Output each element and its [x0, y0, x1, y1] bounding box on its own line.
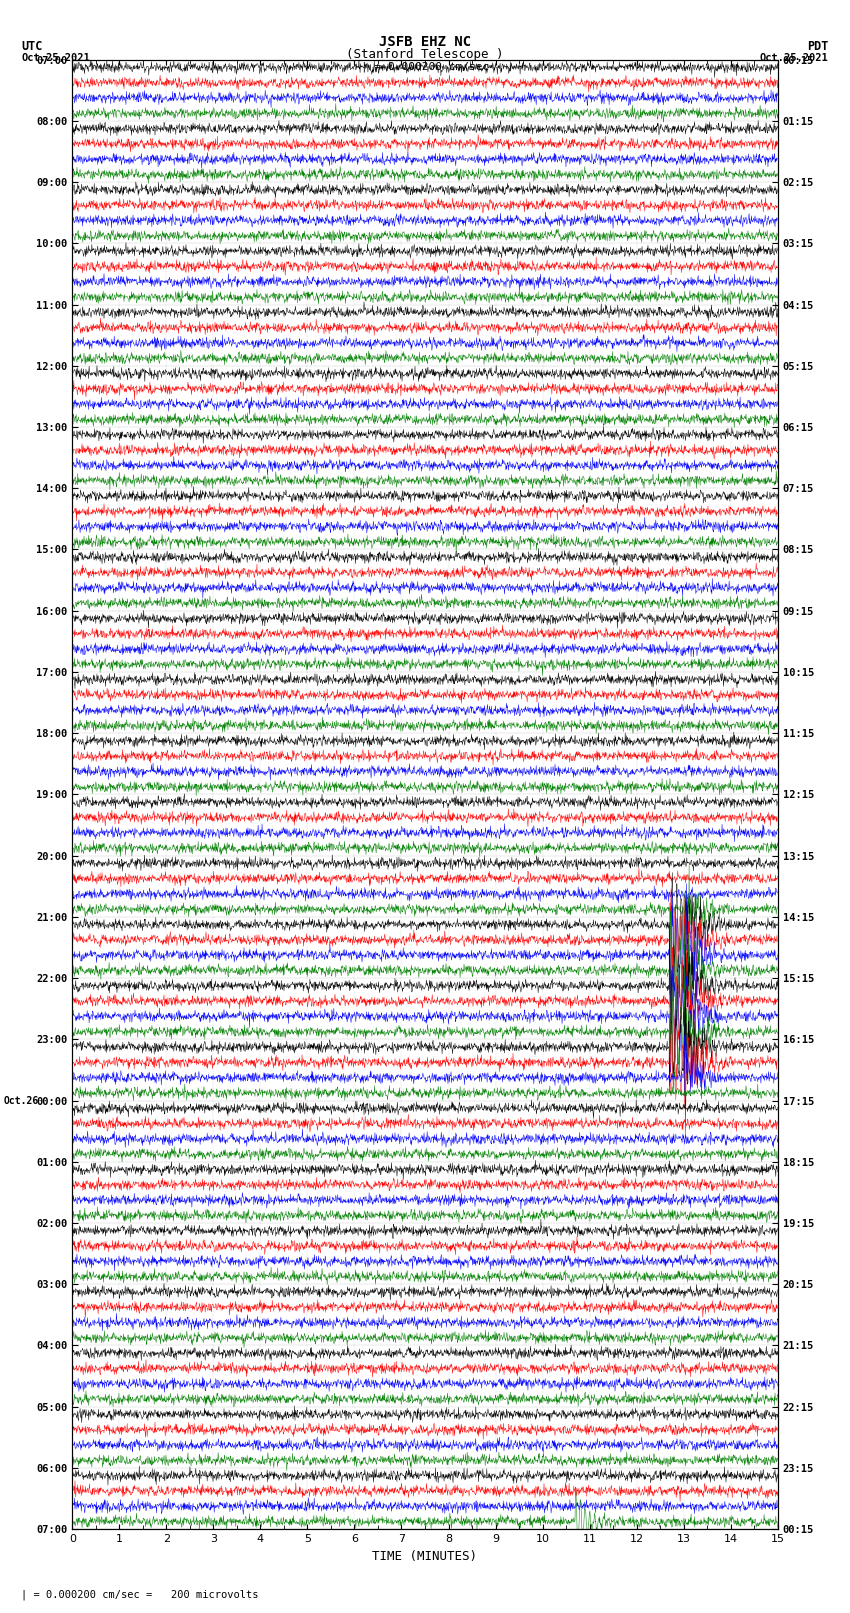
Text: Oct.25,2021: Oct.25,2021: [760, 53, 829, 63]
Text: Oct.26: Oct.26: [4, 1095, 39, 1105]
Text: PDT: PDT: [808, 40, 829, 53]
Text: | = 0.000200 cm/sec: | = 0.000200 cm/sec: [361, 61, 489, 73]
Text: Oct.25,2021: Oct.25,2021: [21, 53, 90, 63]
X-axis label: TIME (MINUTES): TIME (MINUTES): [372, 1550, 478, 1563]
Text: UTC: UTC: [21, 40, 42, 53]
Text: | = 0.000200 cm/sec =   200 microvolts: | = 0.000200 cm/sec = 200 microvolts: [21, 1589, 258, 1600]
Text: (Stanford Telescope ): (Stanford Telescope ): [346, 48, 504, 61]
Text: JSFB EHZ NC: JSFB EHZ NC: [379, 35, 471, 50]
